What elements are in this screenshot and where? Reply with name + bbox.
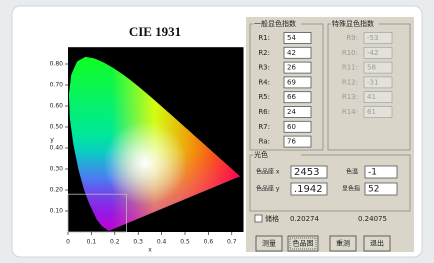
- button-label[interactable]: 退出: [370, 239, 384, 248]
- x-tick-label: 0.1: [87, 239, 97, 246]
- field-value: 52: [368, 185, 379, 195]
- index-label: R7:: [258, 123, 270, 131]
- button-label[interactable]: 色品图: [293, 239, 314, 248]
- light-title: 光色: [254, 150, 268, 159]
- field-value: -1: [368, 168, 377, 178]
- index-value: -42: [367, 49, 378, 57]
- index-value: 42: [287, 49, 296, 57]
- coord: 0.20274: [290, 215, 319, 223]
- index-value: 60: [287, 123, 296, 131]
- page: {"chart_data":{"type":"chromaticity","ti…: [0, 0, 434, 263]
- checkbox-label: 储格: [265, 214, 279, 223]
- index-label: R10:: [342, 49, 358, 57]
- x-axis-label: x: [148, 247, 152, 254]
- index-label: R12:: [342, 78, 358, 86]
- index-value: -31: [367, 78, 378, 86]
- index-label: R13:: [342, 93, 358, 101]
- x-tick-label: 0.2: [110, 239, 120, 246]
- x-tick-label: 0.3: [133, 239, 143, 246]
- y-tick-label: 0.50: [50, 124, 64, 131]
- y-tick-label: 0.40: [50, 145, 64, 152]
- field-value: .1942: [294, 184, 323, 195]
- field-label: 色品座 x: [256, 168, 280, 176]
- index-value: 61: [367, 108, 376, 116]
- y-tick-label: 0.80: [50, 61, 64, 68]
- index-label: R5:: [258, 93, 270, 101]
- y-tick-label: 0.60: [50, 103, 64, 110]
- index-label: R2:: [258, 49, 270, 57]
- index-label: R1:: [258, 34, 270, 42]
- field-label: 色品座 y: [256, 185, 280, 193]
- x-tick-label: 0.5: [180, 239, 190, 246]
- y-tick-label: 0.70: [50, 82, 64, 89]
- field-label: 色温: [346, 168, 358, 176]
- x-tick-label: 0.6: [204, 239, 214, 246]
- special-title: 特殊显色指数: [332, 19, 374, 28]
- white-point: [103, 121, 187, 205]
- index-value: 76: [287, 138, 296, 146]
- y-axis-label: y: [50, 137, 54, 144]
- x-tick-label: 0.4: [157, 239, 167, 246]
- coord: 0.24075: [358, 215, 387, 223]
- index-value: 24: [287, 108, 296, 116]
- field-value: 2453: [294, 167, 319, 178]
- y-tick-label: 0.20: [50, 187, 64, 194]
- index-label: R9:: [346, 34, 358, 42]
- index-value: 41: [367, 93, 376, 101]
- index-label: R11:: [342, 64, 358, 72]
- index-value: 26: [287, 64, 296, 72]
- x-tick-label: 0: [66, 239, 70, 246]
- window: CIE 1931 0 0.1 0.2 0.3 0.4 0.5 0.6 0.7 0.10 0.20 0…: [0, 0, 434, 263]
- index-value: 54: [287, 34, 296, 42]
- index-label: R3:: [258, 64, 270, 72]
- index-label: R14:: [342, 108, 358, 116]
- field-label: 显色指: [342, 185, 360, 193]
- button-label[interactable]: 测量: [262, 240, 276, 248]
- checkbox[interactable]: [255, 215, 262, 222]
- index-label: R6:: [258, 108, 270, 116]
- chart-title: CIE 1931: [129, 24, 181, 39]
- index-value: 58: [367, 64, 376, 72]
- button-label[interactable]: 重测: [336, 240, 350, 248]
- index-value: -53: [367, 34, 378, 42]
- index-value: 69: [287, 78, 296, 86]
- y-tick-label: 0.30: [50, 166, 64, 173]
- y-tick-label: 0.10: [50, 208, 64, 215]
- index-value: 66: [287, 93, 296, 101]
- index-label: R4:: [258, 78, 270, 86]
- general-title: 一般显色指数: [254, 19, 296, 28]
- x-tick-label: 0.7: [227, 239, 237, 246]
- index-label: Ra:: [259, 138, 270, 146]
